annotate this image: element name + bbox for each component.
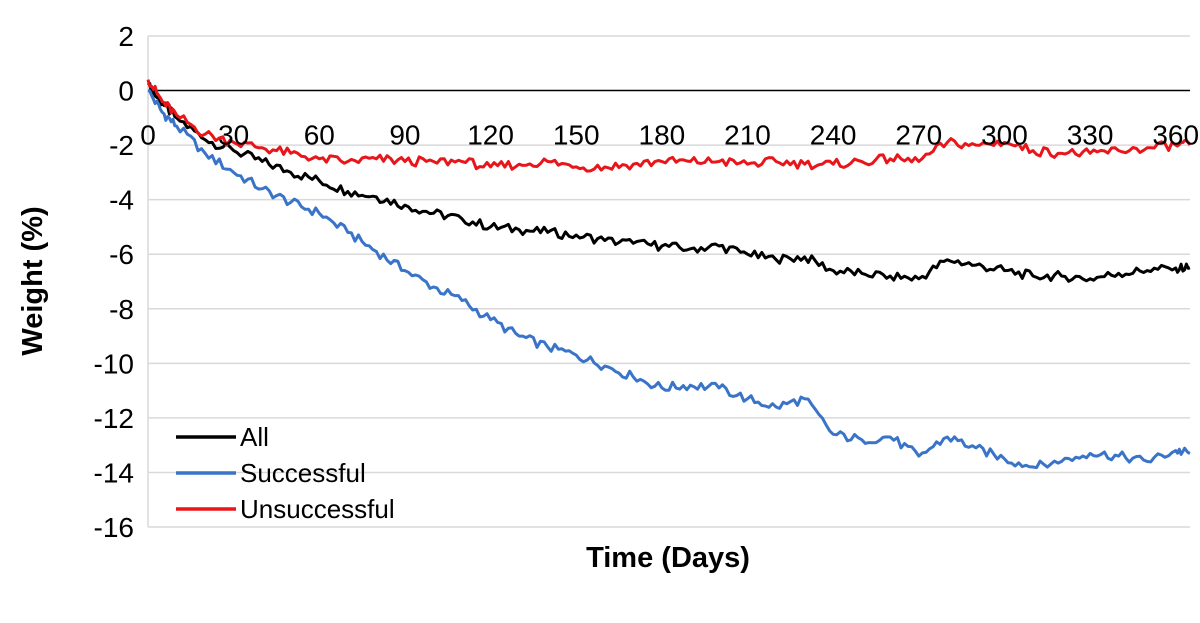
- x-tick-label: 120: [467, 120, 514, 151]
- y-tick-label: -16: [94, 512, 134, 543]
- x-tick-label: 90: [389, 120, 420, 151]
- series-line-successful: [147, 89, 1191, 470]
- y-tick-label: 0: [118, 76, 134, 107]
- y-tick-label: -12: [94, 403, 134, 434]
- x-tick-label: 270: [895, 120, 942, 151]
- legend: All Successful Unsuccessful: [176, 422, 395, 524]
- x-tick-label: 330: [1067, 120, 1114, 151]
- y-tick-label: 2: [118, 21, 134, 52]
- x-tick-label: 210: [724, 120, 771, 151]
- x-axis-title: Time (Days): [586, 542, 750, 574]
- series-lines: [146, 79, 1192, 470]
- y-tick-label: -8: [109, 294, 134, 325]
- x-tick-label: 360: [1152, 120, 1199, 151]
- grid: [148, 35, 1190, 528]
- series-line-unsuccessful: [146, 79, 1192, 173]
- y-tick-label: -4: [109, 185, 134, 216]
- x-tick-label: 0: [140, 120, 156, 151]
- x-tick-label: 180: [639, 120, 686, 151]
- legend-label: Unsuccessful: [240, 494, 395, 524]
- axes: [147, 36, 1190, 527]
- legend-label: All: [240, 422, 269, 452]
- x-tick-label: 30: [218, 120, 249, 151]
- y-axis-title: Weight (%): [17, 206, 49, 355]
- y-tick-label: -14: [94, 457, 134, 488]
- y-tick-label: -6: [109, 239, 134, 270]
- legend-label: Successful: [240, 458, 366, 488]
- x-tick-label: 60: [304, 120, 335, 151]
- y-tick-label: -2: [109, 130, 134, 161]
- x-tick-label: 300: [981, 120, 1028, 151]
- series-line-all: [147, 82, 1191, 283]
- x-tick-label: 240: [810, 120, 857, 151]
- tick-labels: 20-2-4-6-8-10-12-14-160 30 60 90 120 150 180 21…: [94, 21, 1200, 543]
- y-tick-label: -10: [94, 348, 134, 379]
- x-tick-label: 150: [553, 120, 600, 151]
